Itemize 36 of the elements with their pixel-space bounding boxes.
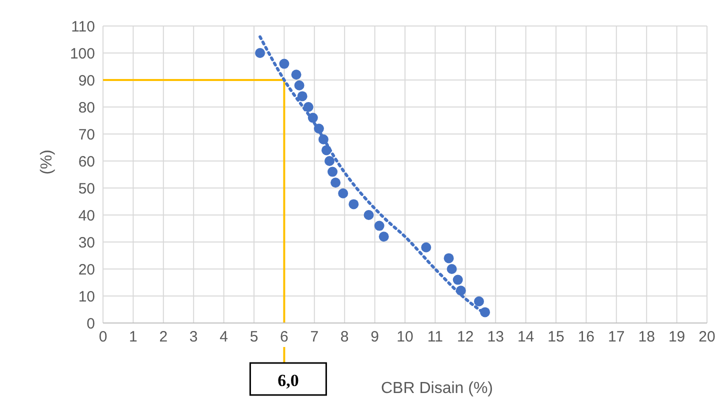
x-tick-label: 6 <box>280 328 288 346</box>
x-tick-label: 11 <box>427 328 443 346</box>
x-tick-label: 12 <box>457 328 474 346</box>
y-tick-label: 110 <box>71 18 95 36</box>
x-tick-label: 5 <box>250 328 258 346</box>
x-tick-label: 0 <box>98 328 108 346</box>
x-tick-label: 9 <box>370 328 379 346</box>
x-tick-label: 3 <box>189 328 198 346</box>
x-tick-label: 20 <box>698 328 716 346</box>
y-tick-label: 70 <box>78 126 95 144</box>
y-tick-label: 100 <box>70 45 95 62</box>
y-tick-label: 40 <box>78 207 95 224</box>
y-tick-label: 50 <box>78 180 95 198</box>
x-tick-label: 4 <box>220 328 228 346</box>
x-tick-label: 17 <box>608 328 625 346</box>
x-tick-label: 8 <box>340 328 349 346</box>
y-tick-label: 20 <box>78 261 95 278</box>
y-tick-label: 30 <box>78 234 95 252</box>
x-tick-label: 2 <box>159 328 168 346</box>
x-tick-label: 14 <box>517 328 534 346</box>
x-tick-label: 1 <box>129 328 138 346</box>
x-tick-label: 15 <box>548 328 564 346</box>
y-tick-label: 0 <box>86 315 95 332</box>
y-tick-label: 60 <box>78 153 95 170</box>
x-tick-label: 16 <box>578 328 595 346</box>
x-tick-label: 7 <box>310 328 319 346</box>
x-axis-title: CBR Disain (%) <box>380 380 494 397</box>
y-tick-label: 90 <box>78 72 95 90</box>
y-axis-title: (%) <box>38 150 56 174</box>
y-tick-label: 10 <box>78 288 95 306</box>
ref-line-label: 6,0 <box>278 371 299 390</box>
y-tick-label: 80 <box>78 99 95 116</box>
x-tick-label: 19 <box>668 328 686 346</box>
x-tick-label: 13 <box>487 328 504 346</box>
x-tick-label: 10 <box>396 328 414 346</box>
x-tick-label: 18 <box>638 328 655 346</box>
